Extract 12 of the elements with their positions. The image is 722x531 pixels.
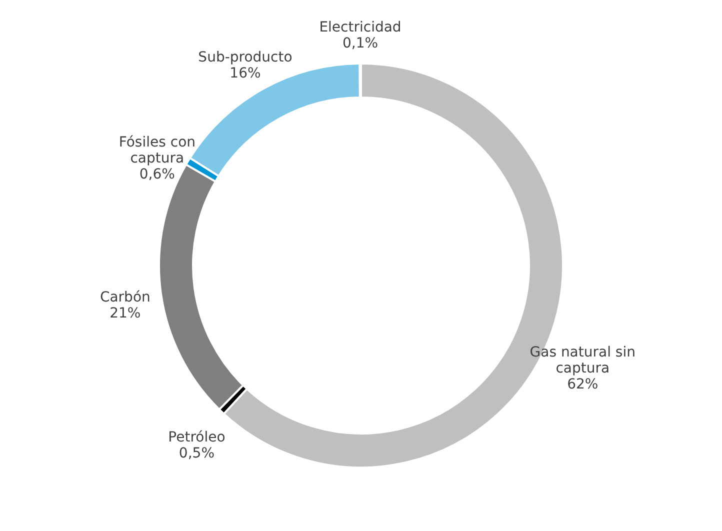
data-label: 0,5% bbox=[178, 446, 214, 462]
data-label: 16% bbox=[230, 66, 261, 82]
slice-label: Gas natural sin captura bbox=[530, 344, 636, 376]
data-label: 0,6% bbox=[139, 166, 175, 183]
data-label: 0,1% bbox=[342, 36, 378, 52]
slice-label: Carbón bbox=[100, 289, 150, 306]
slice-label: Electricidad bbox=[319, 20, 402, 36]
data-label: 62% bbox=[567, 376, 598, 392]
slice-label: Sub-producto bbox=[198, 50, 292, 66]
slice-label: Petróleo bbox=[168, 430, 226, 446]
data-label: 21% bbox=[110, 305, 141, 322]
slice-label: Fósiles con captura bbox=[118, 134, 196, 167]
